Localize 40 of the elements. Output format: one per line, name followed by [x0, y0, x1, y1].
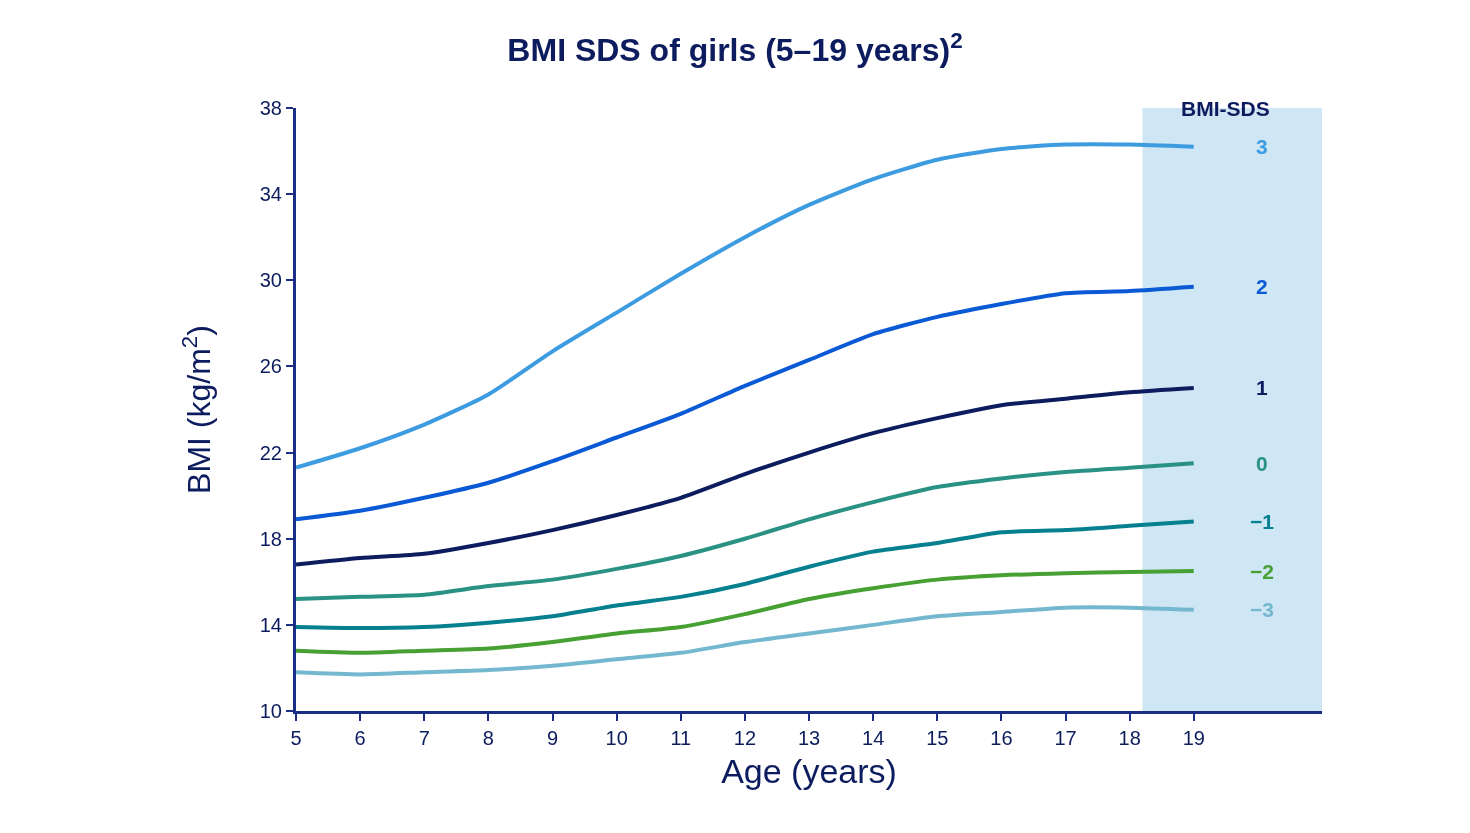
y-tick-label: 26: [259, 355, 282, 378]
y-tick-label: 34: [259, 183, 282, 206]
line-series: [296, 519, 1196, 631]
x-tick-label: 6: [354, 727, 366, 749]
legend-title: BMI-SDS: [1181, 97, 1270, 120]
x-tick-label: 13: [797, 727, 821, 749]
text: 1: [1256, 376, 1268, 399]
line-series: [296, 605, 1196, 677]
x-tick-label: 8: [482, 727, 494, 749]
text: 0: [1256, 452, 1268, 475]
x-tick-label: 19: [1182, 727, 1205, 749]
line-series: [296, 142, 1196, 470]
text: 3: [1256, 135, 1268, 158]
x-tick-label: 7: [418, 727, 430, 749]
x-tick-label: 16: [990, 727, 1013, 749]
x-tick-label: 5: [290, 727, 302, 749]
y-tick-label: 30: [259, 269, 282, 292]
x-tick-label: 15: [926, 727, 949, 749]
x-axis-title: Age (years): [721, 752, 897, 791]
text: −1: [1250, 510, 1275, 533]
text: 2: [1256, 275, 1268, 298]
y-tick-label: 18: [259, 527, 282, 550]
x-tick-label: 12: [733, 727, 757, 749]
y-tick-label: 10: [259, 700, 282, 722]
x-tick-label: 14: [862, 727, 885, 749]
y-tick-label: 38: [259, 97, 282, 119]
x-tick-label: 9: [546, 727, 559, 749]
x-tick-label: 11: [670, 727, 692, 749]
chart-title: BMI SDS of girls (5–19 years)$^{2}$: [507, 27, 963, 69]
text: −3: [1250, 598, 1274, 621]
y-tick-label: 22: [259, 441, 282, 464]
x-tick-label: 10: [605, 727, 628, 749]
line-series: [296, 284, 1196, 522]
x-tick-label: 18: [1118, 727, 1141, 749]
text: −2: [1250, 560, 1274, 583]
line-series: [296, 569, 1196, 655]
y-tick-label: 14: [259, 613, 282, 636]
x-tick-label: 17: [1054, 727, 1077, 749]
line-series: [296, 385, 1196, 567]
line-series: [296, 461, 1196, 602]
